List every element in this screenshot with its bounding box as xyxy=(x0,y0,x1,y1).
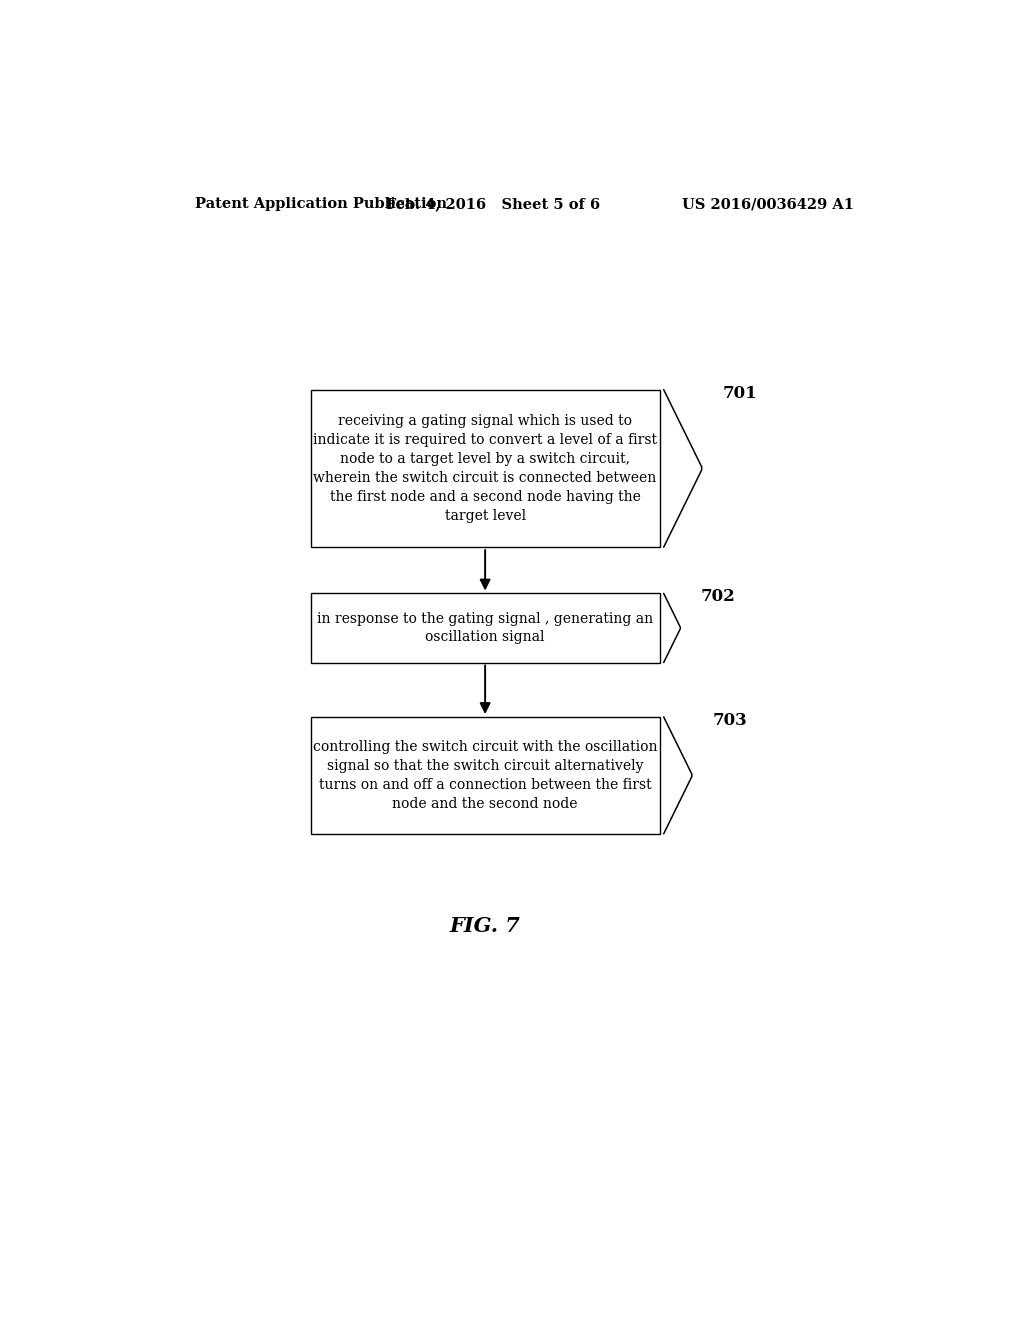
Text: Patent Application Publication: Patent Application Publication xyxy=(196,197,447,211)
Bar xyxy=(310,717,659,834)
Text: FIG. 7: FIG. 7 xyxy=(450,916,520,936)
Text: receiving a gating signal which is used to
indicate it is required to convert a : receiving a gating signal which is used … xyxy=(313,414,657,523)
Text: 701: 701 xyxy=(722,384,757,401)
Text: Feb. 4, 2016   Sheet 5 of 6: Feb. 4, 2016 Sheet 5 of 6 xyxy=(386,197,600,211)
Text: US 2016/0036429 A1: US 2016/0036429 A1 xyxy=(682,197,854,211)
Bar xyxy=(310,389,659,548)
Text: 703: 703 xyxy=(713,711,748,729)
Text: controlling the switch circuit with the oscillation
signal so that the switch ci: controlling the switch circuit with the … xyxy=(313,741,657,810)
Bar xyxy=(310,594,659,663)
Text: 702: 702 xyxy=(700,589,735,606)
Text: in response to the gating signal , generating an
oscillation signal: in response to the gating signal , gener… xyxy=(317,611,653,644)
